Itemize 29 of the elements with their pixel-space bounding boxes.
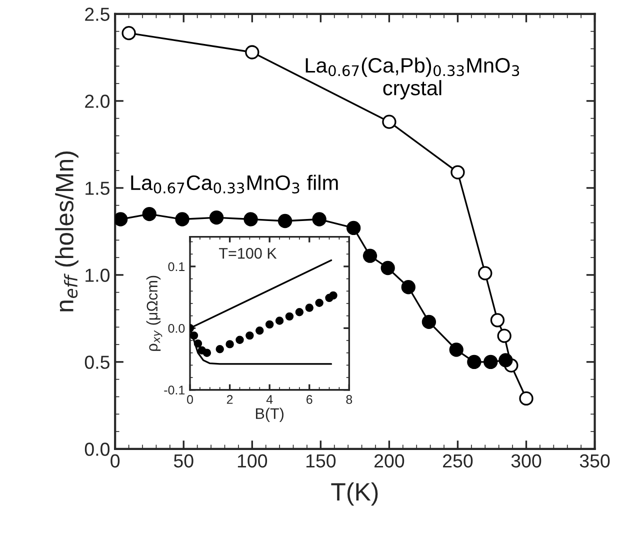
y-tick-label: 0.1 [168, 262, 185, 272]
x-tick-label: 4 [266, 395, 273, 404]
y-tick-label: 1.5 [86, 182, 110, 195]
x-tick-label: 0 [110, 454, 120, 468]
x-tick-label: 200 [374, 454, 404, 468]
x-tick-label: 50 [174, 454, 194, 468]
annotation: T=100 K [218, 248, 277, 259]
series-label: La$_{0.67}$Ca$_{0.33}$MnO$_{3}$ film [131, 174, 338, 194]
x-tick-label: 6 [306, 395, 312, 404]
x-tick-label: 100 [238, 454, 268, 468]
x-tick-label: 2 [226, 395, 233, 404]
y-tick-label: 0.5 [84, 356, 110, 369]
y-tick-label: 0.0 [84, 442, 110, 456]
text: La$_{0.67}$(Ca,Pb)$_{0.33}$MnO$_{3}$ crystal [306, 57, 520, 100]
y-tick-label: -0.1 [164, 386, 185, 395]
x-axis-title: B(T) [256, 408, 284, 422]
y-tick-label: 2.0 [85, 94, 110, 108]
x-axis-title: T(K) [331, 482, 378, 506]
y-axis-title: ρ$_{xy}$ (μΩcm) [146, 276, 162, 351]
x-tick-label: 150 [306, 454, 336, 468]
x-tick-label: 350 [580, 454, 610, 468]
x-tick-label: 8 [346, 395, 352, 404]
y-axis-title: n$_{eff}$ (holes/Mn) [55, 152, 78, 312]
x-tick-label: 250 [443, 454, 473, 468]
y-tick-label: 1.0 [86, 268, 110, 282]
x-tick-label: 0 [187, 395, 193, 404]
y-tick-label: 0.0 [168, 324, 185, 333]
y-tick-label: 2.5 [85, 8, 110, 21]
x-tick-label: 300 [511, 454, 542, 468]
